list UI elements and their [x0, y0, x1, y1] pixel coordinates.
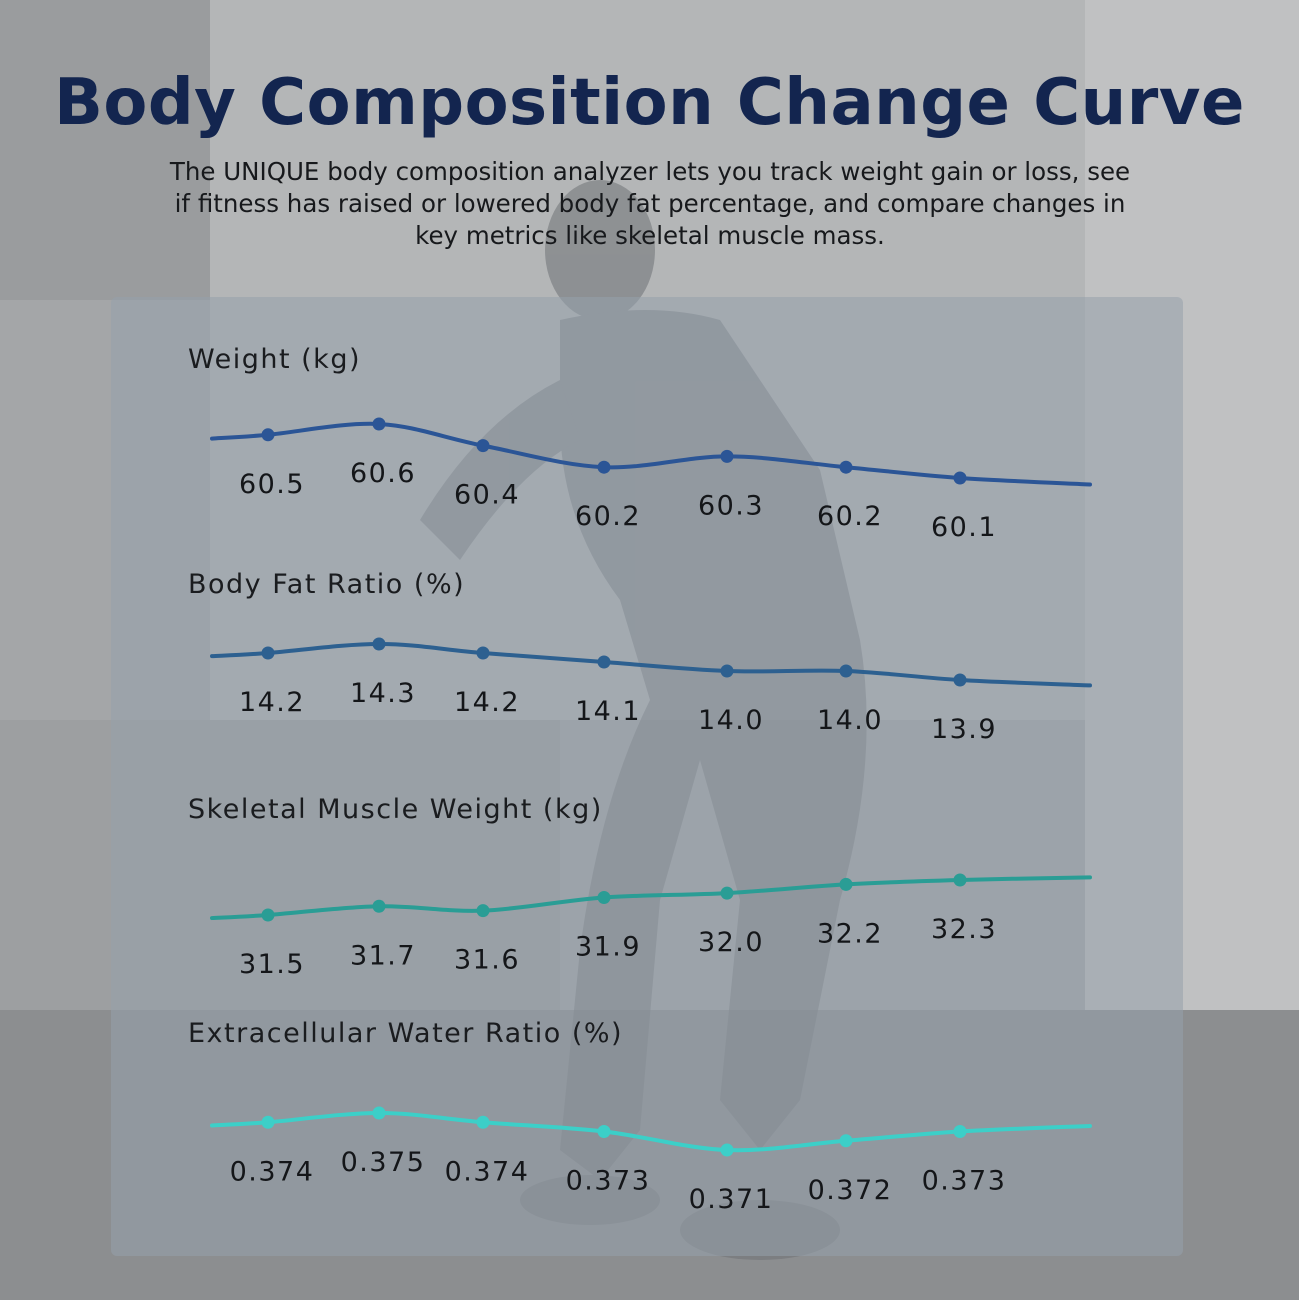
data-point — [720, 664, 734, 678]
chart-extracellular-water: Extracellular Water Ratio (%) 0.374 0.375 0… — [188, 1018, 1092, 1215]
data-point — [597, 1125, 611, 1138]
data-point — [720, 1143, 734, 1157]
data-point — [953, 1125, 967, 1138]
data-point — [372, 417, 386, 431]
data-label: 31.5 — [239, 949, 305, 980]
data-label: 60.4 — [454, 480, 520, 511]
data-label: 31.6 — [454, 945, 520, 976]
data-point — [720, 886, 734, 900]
data-label: 0.373 — [922, 1166, 1007, 1197]
data-label: 14.1 — [575, 696, 641, 727]
data-point — [839, 664, 853, 678]
data-point — [476, 439, 490, 453]
data-point — [261, 646, 275, 660]
data-point — [953, 673, 967, 687]
data-label: 13.9 — [931, 714, 997, 745]
data-point — [597, 891, 611, 904]
data-label: 31.7 — [350, 940, 416, 971]
data-label: 60.2 — [575, 501, 641, 532]
data-label: 60.6 — [350, 458, 416, 489]
data-point — [261, 1115, 275, 1129]
data-label: 60.2 — [817, 501, 883, 532]
series-line-weight — [210, 421, 1092, 487]
data-point — [953, 873, 967, 887]
data-point — [476, 904, 490, 918]
page-title: Body Composition Change Curve — [54, 66, 1245, 140]
data-label: 14.0 — [817, 705, 883, 736]
data-label: 31.9 — [575, 932, 641, 963]
data-label: 0.374 — [230, 1156, 315, 1187]
chart-title-body-fat: Body Fat Ratio (%) — [188, 569, 465, 600]
data-point — [372, 637, 386, 651]
data-point — [261, 428, 275, 442]
data-point — [597, 655, 611, 669]
data-point — [261, 908, 275, 922]
chart-title-extracellular-water: Extracellular Water Ratio (%) — [188, 1018, 623, 1049]
chart-title-weight: Weight (kg) — [188, 344, 361, 375]
chart-body-fat: Body Fat Ratio (%) 14.2 14.3 14.2 14.1 14.0 14… — [188, 569, 1092, 745]
data-label: 60.3 — [698, 490, 764, 521]
data-label: 0.372 — [808, 1175, 893, 1206]
data-point — [372, 899, 386, 913]
data-point — [476, 646, 490, 660]
data-label: 60.1 — [931, 512, 997, 543]
data-point — [839, 1134, 853, 1148]
chart-weight: Weight (kg) 60.5 60.6 60.4 60.2 60.3 60.2 60.1 — [188, 344, 1092, 543]
data-label: 60.5 — [239, 469, 305, 500]
data-label: 0.373 — [566, 1166, 651, 1197]
data-label: 14.2 — [454, 687, 520, 718]
series-line-body-fat — [210, 641, 1092, 688]
page-subtitle: The UNIQUE body composition analyzer let… — [169, 157, 1131, 250]
data-label: 14.0 — [698, 705, 764, 736]
data-point — [953, 471, 967, 485]
data-label: 32.2 — [817, 918, 883, 949]
data-label: 0.371 — [689, 1184, 774, 1215]
series-line-extracellular-water — [210, 1110, 1092, 1153]
charts-panel — [111, 297, 1183, 1256]
data-point — [597, 460, 611, 474]
data-label: 0.375 — [341, 1147, 426, 1178]
data-label: 14.2 — [239, 687, 305, 718]
data-label: 14.3 — [350, 678, 416, 709]
series-line-skeletal-muscle — [210, 875, 1092, 921]
data-label: 0.374 — [445, 1156, 530, 1187]
data-point — [720, 449, 734, 463]
data-point — [476, 1115, 490, 1129]
data-point — [839, 460, 853, 474]
data-label: 32.0 — [698, 927, 764, 958]
data-point — [839, 877, 853, 891]
data-label: 32.3 — [931, 914, 997, 945]
data-point — [372, 1106, 386, 1120]
chart-title-skeletal-muscle: Skeletal Muscle Weight (kg) — [188, 794, 603, 825]
chart-skeletal-muscle: Skeletal Muscle Weight (kg) 31.5 31.7 31.6 3… — [188, 794, 1092, 980]
